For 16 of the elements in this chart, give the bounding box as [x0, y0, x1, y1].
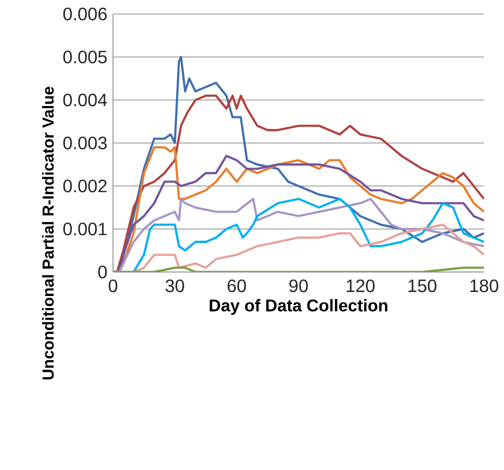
y-axis-title: Unconditional Partial R-Indicator Value — [42, 86, 54, 380]
x-tick-label: 150 — [408, 279, 436, 292]
x-tick-label: 180 — [470, 279, 498, 292]
x-tick-label: 60 — [228, 279, 246, 292]
y-tick-label: 0.002 — [63, 180, 107, 192]
x-tick-label: 120 — [346, 279, 375, 292]
y-tick-label: 0.006 — [63, 8, 107, 20]
x-tick-label: 30 — [166, 279, 184, 292]
y-tick-label: 0.003 — [63, 136, 107, 150]
x-axis-title: Day of Data Collection — [210, 299, 388, 315]
x-tick-label: 90 — [289, 279, 308, 292]
y-tick-label: 0 — [98, 266, 107, 278]
y-tick-label: 0.001 — [63, 222, 107, 236]
y-tick-label: 0.004 — [63, 94, 107, 106]
y-tick-label: 0.005 — [63, 50, 107, 64]
x-tick-label: 0 — [108, 279, 118, 292]
